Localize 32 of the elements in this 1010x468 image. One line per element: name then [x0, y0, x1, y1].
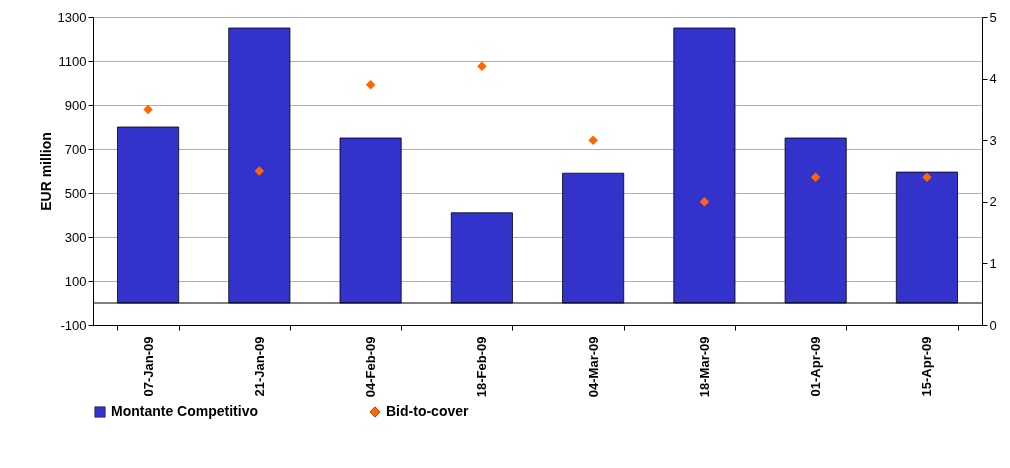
point: [588, 135, 598, 145]
y-axis-title: EUR million: [37, 132, 54, 211]
y2-tick-label: 5: [989, 9, 997, 25]
point: [699, 197, 710, 207]
y-tick-label: -100: [60, 317, 87, 333]
point: [477, 61, 487, 72]
y-tick-label: 300: [64, 229, 87, 245]
x-tick-label: 18-Mar-09: [696, 336, 712, 398]
y-tick-label: 1300: [57, 9, 87, 25]
y-tick-label: 100: [64, 273, 87, 289]
x-tick-label: 15-Apr-09: [919, 336, 935, 397]
y2-tick-label: 1: [989, 255, 997, 271]
y-tick-label: 700: [64, 141, 87, 157]
legend-label: Montante Competitivo: [111, 403, 258, 419]
x-tick-label: 18-Feb-09: [474, 336, 490, 398]
x-tick-label: 21-Jan-09: [251, 336, 267, 397]
point: [143, 104, 153, 115]
x-tick-label: 04-Mar-09: [585, 336, 601, 398]
point: [254, 166, 265, 176]
point: [810, 172, 821, 182]
y-tick-label: 900: [64, 97, 87, 113]
y-tick-label: 1100: [58, 53, 87, 69]
x-tick-label: 01-Apr-09: [808, 336, 824, 397]
y-tick-label: 500: [64, 185, 87, 201]
y2-tick-label: 2: [989, 194, 997, 210]
x-tick-label: 07-Jan-09: [140, 336, 156, 397]
x-tick-label: 04-Feb-09: [363, 336, 379, 398]
y2-tick-label: 3: [989, 132, 997, 148]
point: [365, 80, 376, 90]
y2-tick-label: 0: [989, 317, 997, 333]
legend-label: Bid-to-cover: [386, 403, 469, 419]
y2-tick-label: 4: [989, 71, 997, 87]
